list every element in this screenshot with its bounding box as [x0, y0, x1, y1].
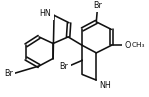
Text: O: O — [124, 41, 131, 50]
Text: Br: Br — [93, 1, 102, 10]
Text: Br: Br — [59, 61, 68, 71]
Text: CH₃: CH₃ — [132, 42, 145, 48]
Text: HN: HN — [39, 9, 51, 18]
Text: Br: Br — [4, 69, 13, 78]
Text: NH: NH — [99, 81, 111, 90]
